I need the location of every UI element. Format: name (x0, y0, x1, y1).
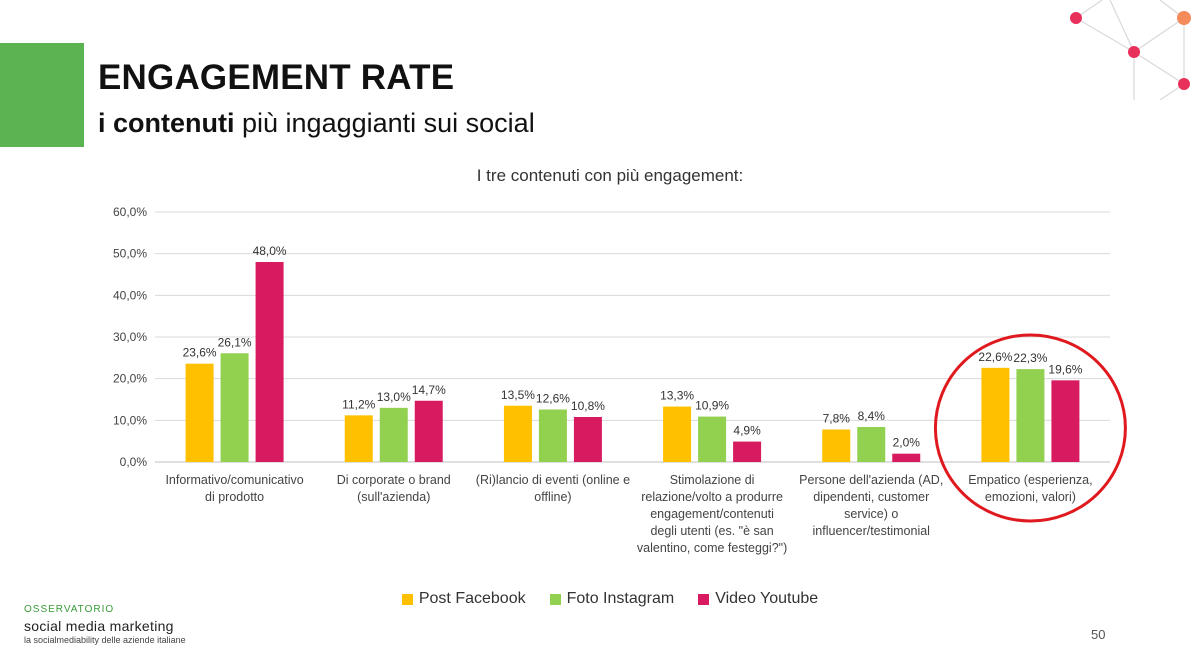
category-label: Di corporate o brand (337, 473, 451, 487)
y-tick-label: 10,0% (113, 413, 147, 427)
chart-title: I tre contenuti con più engagement: (476, 166, 744, 185)
data-label: 13,0% (377, 390, 411, 404)
bar (379, 407, 408, 462)
subtitle-bold: i contenuti (98, 108, 235, 138)
category-label: (Ri)lancio di eventi (online e (476, 473, 630, 487)
data-label: 23,6% (183, 346, 217, 360)
data-label: 10,8% (571, 399, 605, 413)
data-label: 7,8% (823, 412, 851, 426)
bar (1016, 369, 1045, 462)
data-label: 10,9% (695, 399, 729, 413)
legend-swatch (698, 593, 710, 605)
category-label: service) o (844, 507, 898, 521)
y-tick-label: 30,0% (113, 330, 147, 344)
accent-block (0, 43, 84, 147)
bar (698, 416, 727, 462)
page-number: 50 (1091, 627, 1106, 642)
bar (538, 409, 567, 462)
data-label: 13,3% (660, 389, 694, 403)
legend-swatch (549, 593, 561, 605)
data-label: 4,9% (733, 424, 761, 438)
category-label: Empatico (esperienza, (968, 473, 1092, 487)
brand-logo: OSSERVATORIO social media marketing la s… (24, 604, 186, 645)
category-label: influencer/testimonial (813, 524, 930, 538)
data-label: 2,0% (893, 436, 921, 450)
page-subtitle: i contenuti più ingaggianti sui social (98, 108, 535, 139)
category-label: engagement/contenuti (650, 507, 774, 521)
legend-label: Post Facebook (418, 590, 526, 607)
category-label: Stimolazione di (670, 473, 755, 487)
bar (255, 262, 284, 462)
chart-legend: Post Facebook Foto Instagram Video Youtube (0, 590, 1200, 608)
category-label: emozioni, valori) (985, 490, 1076, 504)
legend-label: Foto Instagram (566, 590, 675, 607)
data-label: 22,6% (978, 350, 1012, 364)
data-label: 48,0% (253, 244, 287, 258)
category-label: valentino, come festeggi?") (637, 541, 787, 555)
bar (822, 429, 851, 462)
bar (892, 453, 921, 462)
bar (733, 441, 762, 462)
bar (573, 417, 602, 462)
y-tick-label: 40,0% (113, 288, 147, 302)
data-label: 14,7% (412, 383, 446, 397)
category-label: dipendenti, customer (813, 490, 929, 504)
network-decoration-icon (1070, 0, 1191, 100)
bar (1051, 380, 1080, 462)
legend-item: Post Facebook (401, 590, 526, 608)
y-tick-label: 50,0% (113, 247, 147, 261)
page-title: ENGAGEMENT RATE (98, 58, 455, 97)
data-label: 13,5% (501, 388, 535, 402)
bar (663, 406, 692, 462)
data-label: 12,6% (536, 392, 570, 406)
data-label: 19,6% (1048, 362, 1082, 376)
bar (857, 427, 886, 462)
brand-main: social media marketing (24, 618, 174, 634)
category-label: offline) (534, 490, 571, 504)
bar (185, 363, 214, 462)
category-label: di prodotto (205, 490, 264, 504)
highlight-circle (933, 333, 1127, 523)
category-label: Persone dell'azienda (AD, (799, 473, 943, 487)
data-label: 26,1% (218, 335, 252, 349)
brand-top: OSSERVATORIO (24, 604, 115, 615)
legend-item: Foto Instagram (549, 590, 675, 608)
category-label: Informativo/comunicativo (165, 473, 303, 487)
bar (344, 415, 373, 462)
category-label: relazione/volto a produrre (641, 490, 783, 504)
data-label: 22,3% (1013, 351, 1047, 365)
legend-item: Video Youtube (698, 590, 818, 608)
y-tick-label: 60,0% (113, 205, 147, 219)
y-tick-label: 20,0% (113, 372, 147, 386)
legend-label: Video Youtube (715, 590, 819, 607)
bar (414, 400, 443, 462)
brand-tagline: la socialmediability delle aziende itali… (24, 635, 186, 645)
bar (981, 367, 1010, 462)
bar (220, 353, 249, 462)
category-label: degli utenti (es. "è san (650, 524, 773, 538)
data-label: 11,2% (342, 397, 375, 411)
bar (503, 405, 532, 462)
data-label: 8,4% (858, 409, 886, 423)
category-label: (sull'azienda) (357, 490, 430, 504)
legend-swatch (401, 593, 413, 605)
subtitle-rest: più ingaggianti sui social (234, 108, 535, 138)
y-tick-label: 0,0% (120, 455, 148, 469)
